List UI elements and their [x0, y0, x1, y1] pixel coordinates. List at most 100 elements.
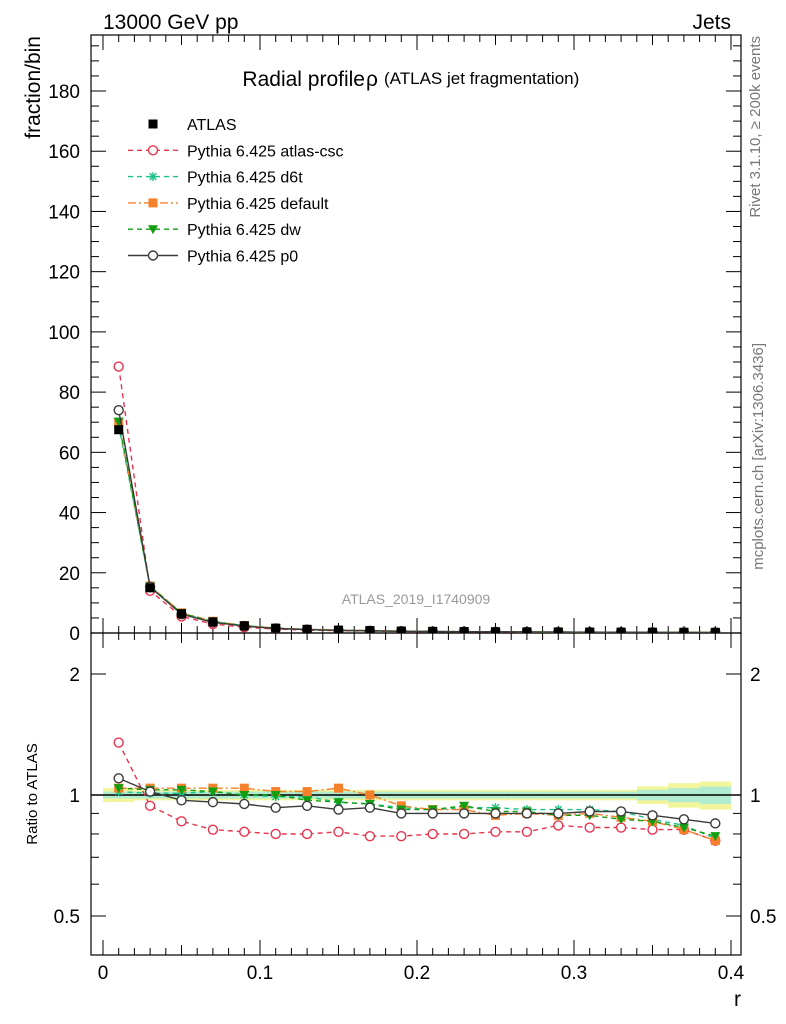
ratio-point-pythia-6-425-p0 [176, 795, 187, 806]
ratio-point-pythia-6-425-atlas-csc [270, 828, 281, 840]
chart-subtitle: (ATLAS jet fragmentation) [384, 69, 579, 88]
rivet-version-label: Rivet 3.1.10, ≥ 200k events [747, 36, 764, 218]
y-tick-label-main: 180 [48, 82, 80, 103]
y-tick-label-main: 0 [69, 624, 80, 645]
legend-label-pythia-6-425-d6t: Pythia 6.425 d6t [187, 170, 303, 187]
y-tick-label-ratio-right: 0.5 [750, 907, 776, 928]
analysis-id-label: ATLAS_2019_I1740909 [342, 591, 491, 607]
main-point-atlas [365, 626, 375, 633]
ratio-point-pythia-6-425-p0 [678, 814, 690, 825]
ratio-line-pythia-6-425-p0 [118, 777, 716, 825]
y-axis-title-ratio: Ratio to ATLAS [24, 743, 41, 844]
legend-marker-pythia-6-425-atlas-csc [147, 145, 159, 156]
ratio-point-pythia-6-425-p0 [710, 818, 721, 829]
y-tick-label-main: 40 [59, 504, 80, 525]
main-point-atlas [177, 609, 186, 619]
ratio-point-pythia-6-425-p0 [553, 808, 564, 819]
ratio-point-pythia-6-425-p0 [113, 773, 124, 784]
y-tick-label-ratio-right: 2 [750, 665, 761, 686]
ratio-point-pythia-6-425-atlas-csc [521, 826, 533, 837]
y-tick-label-main: 20 [59, 564, 80, 585]
x-axis-title: r [734, 988, 741, 1011]
ratio-point-pythia-6-425-default [334, 783, 343, 793]
main-point-atlas [302, 624, 312, 633]
ratio-point-pythia-6-425-dw [616, 815, 627, 825]
legend-marker-pythia-6-425-p0 [147, 250, 159, 261]
ratio-point-pythia-6-425-default [365, 790, 375, 800]
ratio-point-pythia-6-425-p0 [427, 808, 438, 819]
ratio-point-pythia-6-425-atlas-csc [364, 830, 376, 842]
ratio-point-pythia-6-425-atlas-csc [396, 830, 407, 842]
y-axis-title-main: fraction/bin [22, 36, 45, 139]
ratio-point-pythia-6-425-p0 [364, 802, 376, 813]
main-point-pythia-6-425-p0 [113, 404, 124, 416]
main-point-atlas [648, 627, 657, 633]
legend-label-pythia-6-425-default: Pythia 6.425 default [187, 196, 329, 213]
ratio-point-pythia-6-425-atlas-csc [333, 826, 344, 837]
ratio-point-pythia-6-425-atlas-csc [553, 820, 564, 831]
main-point-atlas [208, 617, 218, 627]
energy-label: 13000 GeV pp [103, 11, 238, 34]
ratio-point-pythia-6-425-atlas-csc [113, 737, 124, 748]
main-point-atlas [114, 425, 124, 435]
ratio-plot-frame [90, 632, 742, 956]
x-tick-label: 0.1 [247, 963, 273, 984]
ratio-point-pythia-6-425-atlas-csc [207, 824, 219, 835]
main-point-atlas [679, 627, 689, 633]
main-point-atlas [585, 627, 595, 633]
y-tick-label-main: 140 [48, 202, 80, 223]
y-tick-label-main: 160 [48, 142, 80, 163]
legend-label-pythia-6-425-atlas-csc: Pythia 6.425 atlas-csc [187, 143, 344, 160]
mcplots-credit-label: mcplots.cern.ch [arXiv:1306.3436] [750, 343, 767, 570]
ratio-point-pythia-6-425-dw [176, 785, 187, 795]
ratio-point-pythia-6-425-atlas-csc [144, 800, 156, 812]
legend-label-pythia-6-425-p0: Pythia 6.425 p0 [187, 249, 298, 266]
ratio-point-pythia-6-425-atlas-csc [427, 828, 438, 840]
ratio-point-pythia-6-425-p0 [333, 804, 344, 815]
ratio-point-pythia-6-425-p0 [396, 808, 407, 819]
main-point-atlas [271, 623, 281, 633]
y-tick-label-main: 60 [59, 443, 80, 464]
main-point-atlas [459, 627, 469, 633]
ratio-line-pythia-6-425-dw [118, 787, 716, 837]
y-tick-label-main: 120 [48, 263, 80, 284]
ratio-point-pythia-6-425-dw [333, 798, 344, 808]
axis-ticks: 0 20 40 60 80 100 120 140 160 180 0 0.1 0.2 0.3 0.4 0.5… [48, 35, 776, 984]
main-point-atlas [491, 627, 500, 633]
main-point-atlas [239, 621, 249, 631]
ratio-point-pythia-6-425-atlas-csc [301, 828, 313, 840]
ratio-point-pythia-6-425-atlas-csc [490, 826, 501, 837]
x-tick-label: 0 [98, 963, 109, 984]
main-point-atlas [428, 626, 438, 633]
main-point-atlas [334, 625, 343, 633]
legend-marker-pythia-6-425-default [148, 198, 158, 208]
main-series-layer [113, 361, 721, 633]
y-tick-label-ratio: 1 [69, 786, 80, 807]
legend-label-atlas: ATLAS [187, 117, 237, 134]
ratio-point-pythia-6-425-p0 [490, 808, 501, 819]
ratio-point-pythia-6-425-atlas-csc [615, 822, 627, 833]
main-point-atlas [616, 627, 626, 633]
ratio-point-pythia-6-425-atlas-csc [647, 824, 658, 835]
y-tick-label-main: 80 [59, 383, 80, 404]
ratio-point-pythia-6-425-p0 [144, 786, 156, 797]
x-tick-label: 0.2 [404, 963, 430, 984]
ratio-point-pythia-6-425-p0 [207, 796, 219, 808]
ratio-point-pythia-6-425-p0 [615, 806, 627, 817]
legend-label-pythia-6-425-dw: Pythia 6.425 dw [187, 222, 301, 239]
ratio-point-pythia-6-425-p0 [647, 810, 658, 821]
main-line-pythia-6-425-p0 [118, 410, 716, 633]
process-label: Jets [692, 11, 731, 34]
ratio-point-pythia-6-425-p0 [239, 798, 250, 810]
ratio-point-pythia-6-425-atlas-csc [176, 816, 187, 827]
legend-marker-atlas [148, 119, 158, 129]
ratio-point-pythia-6-425-atlas-csc [584, 822, 595, 833]
x-tick-label: 0.3 [561, 963, 587, 984]
ratio-point-pythia-6-425-dw [678, 823, 689, 833]
ratio-line-pythia-6-425-default [118, 787, 716, 842]
y-tick-label-ratio: 2 [69, 665, 80, 686]
main-point-pythia-6-425-atlas-csc [113, 361, 124, 372]
ratio-point-pythia-6-425-p0 [270, 802, 281, 813]
ratio-point-pythia-6-425-default [302, 787, 312, 797]
